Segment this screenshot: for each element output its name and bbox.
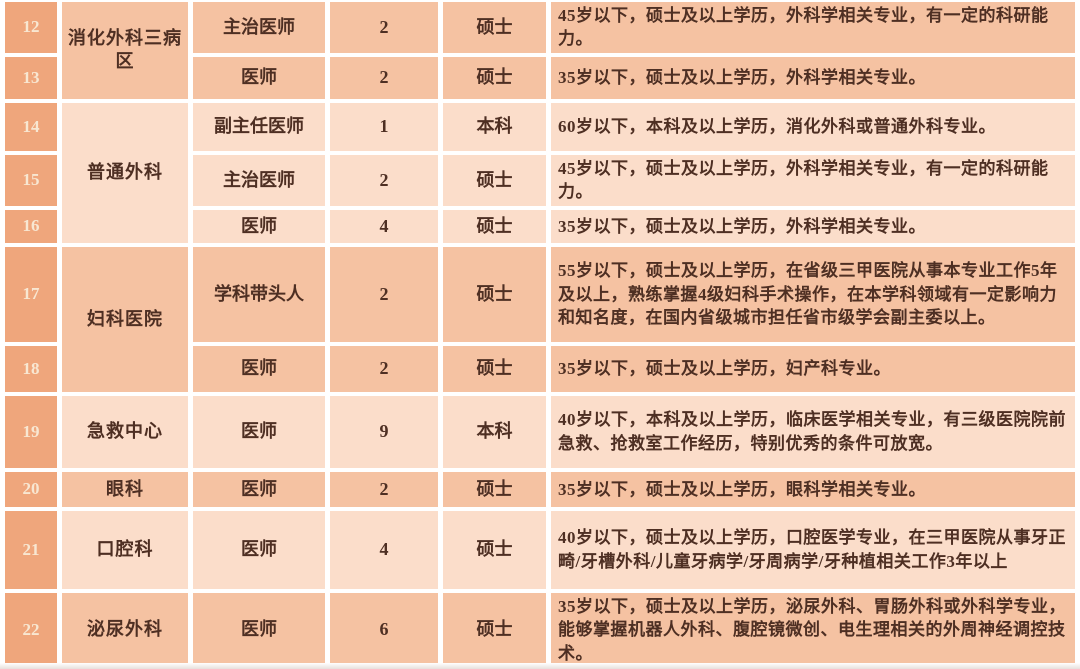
cell-row-number: 16 (5, 209, 57, 243)
cell-department: 急救中心 (62, 395, 188, 468)
cell-row-number: 19 (5, 395, 57, 468)
bottom-edge-divider (0, 663, 1080, 669)
cell-count: 2 (330, 56, 438, 99)
cell-requirements: 35岁以下，硕士及以上学历，眼科学相关专业。 (551, 471, 1075, 507)
cell-count: 4 (330, 209, 438, 243)
cell-education: 硕士 (443, 209, 546, 243)
cell-education: 硕士 (443, 56, 546, 99)
cell-row-number: 13 (5, 56, 57, 99)
cell-requirements: 45岁以下，硕士及以上学历，外科学相关专业，有一定的科研能力。 (551, 2, 1075, 53)
table-row: 19 急救中心 医师 9 本科 40岁以下，本科及以上学历，临床医学相关专业，有… (5, 395, 1075, 468)
cell-education: 硕士 (443, 246, 546, 342)
cell-department: 眼科 (62, 471, 188, 507)
cell-count: 2 (330, 154, 438, 206)
cell-education: 硕士 (443, 592, 546, 668)
cell-row-number: 21 (5, 510, 57, 589)
cell-position: 副主任医师 (193, 102, 325, 151)
cell-education: 硕士 (443, 154, 546, 206)
cell-requirements: 45岁以下，硕士及以上学历，外科学相关专业，有一定的科研能力。 (551, 154, 1075, 206)
cell-education: 硕士 (443, 510, 546, 589)
table-row: 14 普通外科 副主任医师 1 本科 60岁以下，本科及以上学历，消化外科或普通… (5, 102, 1075, 243)
table-row: 20 眼科 医师 2 硕士 35岁以下，硕士及以上学历，眼科学相关专业。 (5, 471, 1075, 507)
cell-department: 泌尿外科 (62, 592, 188, 668)
cell-education: 硕士 (443, 345, 546, 392)
cell-row-number: 20 (5, 471, 57, 507)
table-row: 18 医师 2 硕士 35岁以下，硕士及以上学历，妇产科专业。 (5, 345, 1075, 392)
table-row: 15 主治医师 2 硕士 45岁以下，硕士及以上学历，外科学相关专业，有一定的科… (5, 154, 1075, 206)
table-row: 22 泌尿外科 医师 6 硕士 35岁以下，硕士及以上学历，泌尿外科、胃肠外科或… (5, 592, 1075, 668)
cell-row-number: 18 (5, 345, 57, 392)
cell-count: 2 (330, 471, 438, 507)
table-row: 21 口腔科 医师 4 硕士 40岁以下，硕士及以上学历，口腔医学专业，在三甲医… (5, 510, 1075, 589)
cell-count: 6 (330, 592, 438, 668)
cell-requirements: 35岁以下，硕士及以上学历，泌尿外科、胃肠外科或外科学专业，能够掌握机器人外科、… (551, 592, 1075, 668)
cell-count: 1 (330, 102, 438, 151)
cell-position: 医师 (193, 345, 325, 392)
cell-count: 2 (330, 246, 438, 342)
table-row: 17 妇科医院 学科带头人 2 硕士 55岁以下，硕士及以上学历，在省级三甲医院… (5, 246, 1075, 392)
cell-row-number: 22 (5, 592, 57, 668)
cell-position: 主治医师 (193, 154, 325, 206)
cell-position: 医师 (193, 471, 325, 507)
cell-position: 医师 (193, 209, 325, 243)
cell-education: 本科 (443, 102, 546, 151)
cell-department: 消化外科三病区 (62, 2, 188, 99)
cell-position: 医师 (193, 56, 325, 99)
cell-department: 普通外科 (62, 102, 188, 243)
cell-department: 口腔科 (62, 510, 188, 589)
cell-requirements: 35岁以下，硕士及以上学历，妇产科专业。 (551, 345, 1075, 392)
cell-row-number: 14 (5, 102, 57, 151)
table-row: 12 消化外科三病区 主治医师 2 硕士 45岁以下，硕士及以上学历，外科学相关… (5, 2, 1075, 99)
cell-requirements: 35岁以下，硕士及以上学历，外科学相关专业。 (551, 56, 1075, 99)
cell-position: 医师 (193, 510, 325, 589)
cell-position: 主治医师 (193, 2, 325, 53)
cell-count: 2 (330, 345, 438, 392)
cell-requirements: 40岁以下，本科及以上学历，临床医学相关专业，有三级医院院前急救、抢救室工作经历… (551, 395, 1075, 468)
cell-count: 2 (330, 2, 438, 53)
cell-education: 硕士 (443, 471, 546, 507)
cell-requirements: 55岁以下，硕士及以上学历，在省级三甲医院从事本专业工作5年及以上，熟练掌握4级… (551, 246, 1075, 342)
cell-position: 学科带头人 (193, 246, 325, 342)
cell-count: 9 (330, 395, 438, 468)
cell-education: 硕士 (443, 2, 546, 53)
cell-requirements: 35岁以下，硕士及以上学历，外科学相关专业。 (551, 209, 1075, 243)
cell-education: 本科 (443, 395, 546, 468)
cell-position: 医师 (193, 395, 325, 468)
table-row: 13 医师 2 硕士 35岁以下，硕士及以上学历，外科学相关专业。 (5, 56, 1075, 99)
cell-requirements: 60岁以下，本科及以上学历，消化外科或普通外科专业。 (551, 102, 1075, 151)
cell-row-number: 17 (5, 246, 57, 342)
cell-requirements: 40岁以下，硕士及以上学历，口腔医学专业，在三甲医院从事牙正畸/牙槽外科/儿童牙… (551, 510, 1075, 589)
cell-count: 4 (330, 510, 438, 589)
cell-department: 妇科医院 (62, 246, 188, 392)
cell-row-number: 15 (5, 154, 57, 206)
cell-position: 医师 (193, 592, 325, 668)
cell-row-number: 12 (5, 2, 57, 53)
table-row: 16 医师 4 硕士 35岁以下，硕士及以上学历，外科学相关专业。 (5, 209, 1075, 243)
